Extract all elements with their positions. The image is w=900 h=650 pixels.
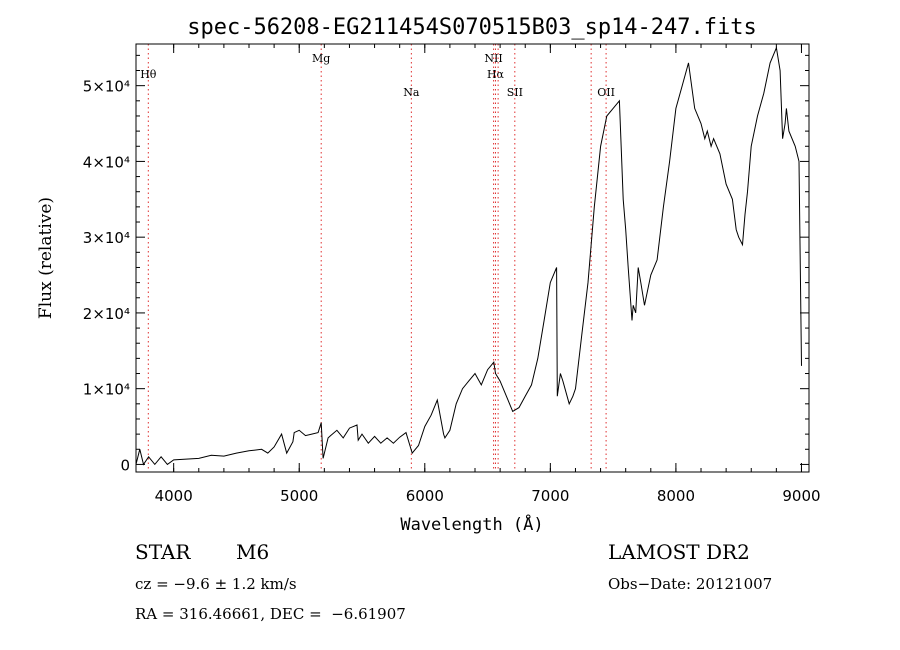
marker-label: SII bbox=[507, 86, 523, 99]
y-axis-label: Flux (relative) bbox=[36, 197, 56, 319]
plot-frame bbox=[135, 43, 810, 473]
observation-date: Obs−Date: 20121007 bbox=[608, 575, 773, 593]
x-tick-label: 6000 bbox=[406, 487, 444, 505]
x-tick-label: 7000 bbox=[531, 487, 569, 505]
y-tick-label: 3×10⁴ bbox=[83, 229, 130, 247]
marker-label: Hα bbox=[487, 68, 505, 81]
y-tick-label: 1×10⁴ bbox=[83, 381, 130, 399]
x-tick-label: 8000 bbox=[657, 487, 695, 505]
marker-label: OII bbox=[597, 86, 615, 99]
y-tick-label: 2×10⁴ bbox=[83, 305, 130, 323]
object-subclass: M6 bbox=[236, 540, 270, 564]
y-tick-label: 5×10⁴ bbox=[83, 78, 130, 96]
spectrum-line bbox=[135, 45, 802, 466]
marker-label: Hθ bbox=[140, 68, 157, 81]
x-tick-label: 4000 bbox=[155, 487, 193, 505]
axes: 4000 5000 6000 7000 8000 9000 0 1×10⁴ 2×10⁴ 3×10⁴… bbox=[83, 44, 821, 505]
object-class: STAR bbox=[135, 540, 191, 564]
x-axis-label: Wavelength (Å) bbox=[400, 513, 543, 535]
x-tick-label: 5000 bbox=[280, 487, 318, 505]
y-tick-label: 4×10⁴ bbox=[83, 153, 130, 171]
chart-title: spec-56208-EG211454S070515B03_sp14-247.f… bbox=[187, 15, 757, 40]
marker-label: Mg bbox=[312, 52, 330, 65]
y-tick-label: 0 bbox=[120, 456, 130, 474]
x-tick-label: 9000 bbox=[782, 487, 820, 505]
coordinates-readout: RA = 316.46661, DEC = −6.61907 bbox=[135, 605, 406, 623]
velocity-readout: cz = −9.6 ± 1.2 km/s bbox=[135, 575, 297, 593]
marker-label: NII bbox=[484, 52, 502, 65]
marker-label: Na bbox=[403, 86, 420, 99]
survey-name: LAMOST DR2 bbox=[608, 540, 750, 564]
